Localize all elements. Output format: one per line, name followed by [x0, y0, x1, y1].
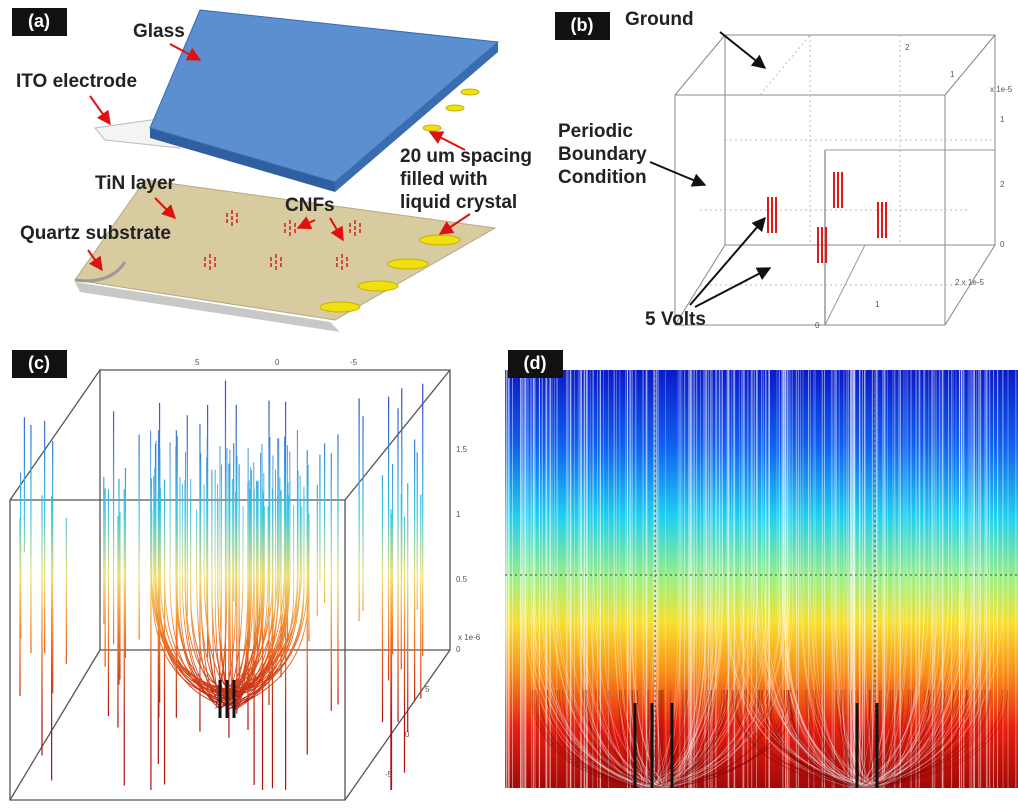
- field-line: [160, 488, 231, 701]
- panel-label: (a): [28, 11, 50, 31]
- shape: [945, 35, 995, 95]
- tick-label: 1: [1000, 115, 1005, 124]
- tick-label: x 1e-5: [990, 85, 1013, 94]
- annotation: filled with: [400, 169, 488, 190]
- spacer: [420, 235, 460, 245]
- shape: [760, 35, 810, 95]
- panel-label: (b): [571, 15, 594, 35]
- panel-a: (a) Glass ITO electrode 20 um spacing fi…: [12, 8, 532, 332]
- tick-label: 0: [275, 358, 280, 367]
- tick-label: 1: [456, 510, 461, 519]
- tick-label: 2: [1000, 180, 1005, 189]
- shape: [90, 96, 110, 124]
- tick-label: 0: [1000, 240, 1005, 249]
- spacer: [320, 302, 360, 312]
- tick-label: -5: [385, 770, 393, 779]
- tick-label: 2: [905, 43, 910, 52]
- annotation: Ground: [625, 9, 694, 30]
- shape: [650, 162, 705, 185]
- annotation: liquid crystal: [400, 192, 517, 213]
- cnf-rods: [768, 172, 886, 263]
- panel-label: (c): [28, 353, 50, 373]
- spacer: [446, 105, 464, 111]
- annotation: Glass: [133, 21, 185, 42]
- annotation: Quartz substrate: [20, 223, 171, 244]
- annotation: CNFs: [285, 195, 335, 216]
- panel-c: (c) x 1e-6 0 0.5 1 1.5 5 0 -5 5 0 -5: [10, 350, 481, 800]
- panel-d: (d): [505, 350, 1018, 808]
- field-line: [230, 487, 304, 694]
- shape: [675, 35, 725, 95]
- tick-label: x 1e-6: [458, 633, 481, 642]
- panel-b-labels: (b) Ground Periodic Boundary Condition 5…: [555, 9, 1013, 330]
- annotation: 5 Volts: [645, 309, 706, 330]
- tick-label: 0.5: [456, 575, 468, 584]
- shape: [10, 650, 100, 800]
- annotation: Condition: [558, 167, 647, 188]
- field-lines: [20, 380, 423, 790]
- panel-label: (d): [524, 353, 547, 373]
- spacer: [423, 125, 441, 131]
- annotation: Periodic: [558, 121, 633, 142]
- tick-label: 2 x 1e-5: [955, 278, 984, 287]
- tick-label: 0: [456, 645, 461, 654]
- spacer: [461, 89, 479, 95]
- shape: [690, 218, 765, 305]
- tick-label: -5: [350, 358, 358, 367]
- annotation: TiN layer: [95, 173, 176, 194]
- tick-label: 0: [405, 730, 410, 739]
- annotation: ITO electrode: [16, 71, 137, 92]
- tick-label: 5: [195, 358, 200, 367]
- annotation: Boundary: [558, 144, 647, 165]
- shape: [10, 370, 100, 500]
- field-line: [151, 430, 226, 694]
- tick-label: 1: [950, 70, 955, 79]
- shape: [720, 32, 765, 68]
- annotation: 20 um spacing: [400, 146, 532, 167]
- tick-label: 1.5: [456, 445, 468, 454]
- tick-label: 5: [425, 685, 430, 694]
- figure: (a) Glass ITO electrode 20 um spacing fi…: [0, 0, 1018, 808]
- shape: [505, 788, 1018, 808]
- tick-label: 1: [875, 300, 880, 309]
- tick-label: 0: [815, 321, 820, 330]
- spacer: [388, 259, 428, 269]
- spacer: [358, 281, 398, 291]
- page: {"panel_a": {"label": "(a)", "glass": "G…: [0, 0, 1018, 808]
